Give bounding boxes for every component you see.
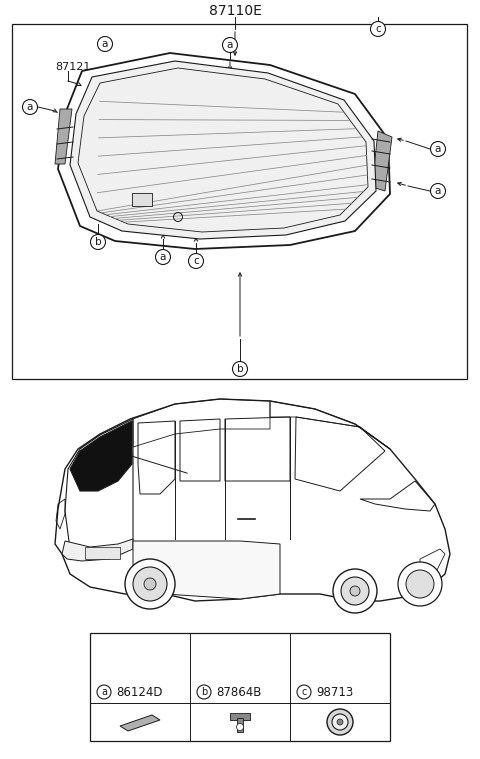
Circle shape [97,685,111,699]
Polygon shape [133,541,280,599]
Text: b: b [237,364,243,374]
Text: 87121: 87121 [55,62,90,72]
Polygon shape [70,421,132,491]
Text: b: b [95,237,101,247]
Text: c: c [301,687,307,697]
Text: a: a [227,40,233,50]
Text: b: b [201,687,207,697]
Circle shape [23,99,37,115]
Text: a: a [160,252,166,262]
Circle shape [350,586,360,596]
Circle shape [232,361,248,376]
Circle shape [133,567,167,601]
Circle shape [332,714,348,730]
Polygon shape [70,61,376,239]
Circle shape [156,250,170,264]
Text: a: a [435,186,441,196]
Circle shape [337,719,343,725]
Circle shape [189,254,204,269]
Circle shape [223,37,238,52]
Circle shape [97,36,112,52]
Text: a: a [102,39,108,49]
Circle shape [333,569,377,613]
Text: c: c [193,256,199,266]
Bar [12,24,467,379]
Circle shape [125,559,175,609]
Polygon shape [120,715,160,731]
Circle shape [431,184,445,199]
Bar [85,547,120,559]
Circle shape [327,709,353,735]
Polygon shape [55,399,450,601]
Text: 87110E: 87110E [209,4,262,18]
Bar [90,633,390,741]
Circle shape [406,570,434,598]
Polygon shape [372,131,392,191]
Circle shape [297,685,311,699]
Circle shape [144,578,156,590]
Bar [132,193,152,206]
Circle shape [341,577,369,605]
Circle shape [371,21,385,36]
Polygon shape [55,109,72,164]
Text: 98713: 98713 [316,685,353,698]
Circle shape [197,685,211,699]
Text: 86124D: 86124D [116,685,163,698]
Circle shape [91,235,106,250]
Text: 87864B: 87864B [216,685,262,698]
Text: a: a [435,144,441,154]
Circle shape [237,723,243,730]
Bar [237,718,243,732]
Polygon shape [62,539,133,561]
Text: a: a [27,102,33,112]
Text: 87121: 87121 [340,172,375,182]
Circle shape [398,562,442,606]
Text: a: a [101,687,107,697]
Circle shape [431,141,445,156]
Bar [230,713,250,720]
Text: c: c [375,24,381,34]
